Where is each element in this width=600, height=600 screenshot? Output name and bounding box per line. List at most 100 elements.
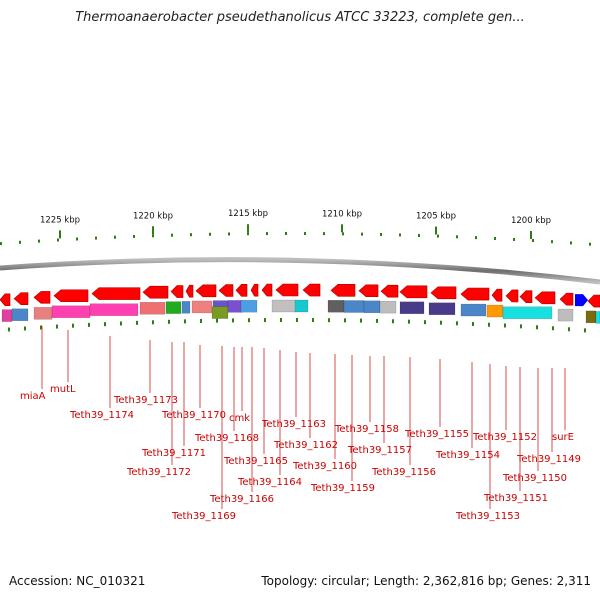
gene-label[interactable]: Teth39_1173 xyxy=(113,395,178,406)
gene-arrow[interactable] xyxy=(53,289,89,303)
protein-domain[interactable] xyxy=(227,300,243,313)
protein-domain[interactable] xyxy=(585,310,597,324)
gene-arrow[interactable] xyxy=(0,293,11,307)
track-mark xyxy=(264,318,266,323)
gene-arrow[interactable] xyxy=(559,292,574,306)
track-mark xyxy=(104,322,106,327)
gene-arrow[interactable] xyxy=(399,285,428,299)
protein-domain[interactable] xyxy=(139,302,166,315)
gene-label[interactable]: surE xyxy=(552,432,574,443)
gene-label[interactable]: Teth39_1154 xyxy=(435,450,500,461)
gene-label[interactable]: Teth39_1152 xyxy=(472,432,537,443)
gene-label[interactable]: Teth39_1155 xyxy=(404,429,469,440)
gene-label[interactable]: miaA xyxy=(20,391,46,402)
gene-label[interactable]: Teth39_1166 xyxy=(209,494,274,505)
protein-domain[interactable] xyxy=(595,311,600,324)
track-mark xyxy=(312,318,314,323)
gene-label[interactable]: Teth39_1174 xyxy=(69,410,134,421)
gene-label[interactable]: Teth39_1149 xyxy=(516,454,581,465)
protein-domain[interactable] xyxy=(327,300,345,313)
protein-domain[interactable] xyxy=(460,303,487,317)
gene-arrow[interactable] xyxy=(302,283,321,297)
scale-dot xyxy=(19,240,21,244)
gene-arrow[interactable] xyxy=(195,284,217,298)
track-mark xyxy=(360,318,362,323)
protein-domain[interactable] xyxy=(557,308,574,322)
protein-domain[interactable] xyxy=(191,300,213,314)
protein-domain[interactable] xyxy=(165,301,182,314)
gene-arrow[interactable] xyxy=(275,283,299,297)
scale-dot xyxy=(323,232,325,236)
gene-label[interactable]: Teth39_1156 xyxy=(371,467,436,478)
protein-domain[interactable] xyxy=(502,306,553,320)
scale-dot xyxy=(418,233,420,237)
protein-domain[interactable] xyxy=(271,299,297,313)
gene-label[interactable]: cmk xyxy=(229,413,250,424)
gene-label[interactable]: Teth39_1170 xyxy=(161,410,226,421)
protein-domain[interactable] xyxy=(399,301,425,315)
scale-dot xyxy=(532,239,534,243)
gene-arrow[interactable] xyxy=(380,284,399,298)
genome-map[interactable]: 1225 kbp 1220 kbp 1215 kbp 1210 kbp 1205 kbp… xyxy=(0,0,600,560)
gene-arrow[interactable] xyxy=(491,288,503,302)
scale-dot xyxy=(171,233,173,237)
gene-label[interactable]: Teth39_1168 xyxy=(194,433,259,444)
gene-label[interactable]: Teth39_1159 xyxy=(310,483,375,494)
protein-domain[interactable] xyxy=(294,299,309,313)
scale-dot xyxy=(76,237,78,241)
protein-domain[interactable] xyxy=(51,305,91,319)
gene-arrow[interactable] xyxy=(587,294,600,308)
gene-label[interactable]: Teth39_1157 xyxy=(347,445,412,456)
scale-dot xyxy=(494,236,496,240)
gene-label[interactable]: Teth39_1153 xyxy=(455,511,520,522)
protein-domain[interactable] xyxy=(211,306,229,319)
gene-label[interactable]: Teth39_1164 xyxy=(237,477,302,488)
protein-domain[interactable] xyxy=(33,307,53,320)
gene-arrow[interactable] xyxy=(170,285,184,298)
protein-domain[interactable] xyxy=(379,300,397,314)
gene-arrow[interactable] xyxy=(460,287,490,301)
protein-domain[interactable] xyxy=(89,303,139,316)
gene-label[interactable]: Teth39_1169 xyxy=(171,511,236,522)
track-mark xyxy=(328,318,330,323)
gene-arrow[interactable] xyxy=(13,292,29,305)
gene-label[interactable]: Teth39_1172 xyxy=(126,467,191,478)
track-mark xyxy=(248,318,250,323)
protein-domain[interactable] xyxy=(428,302,456,316)
track-mark xyxy=(376,318,378,323)
protein-domain[interactable] xyxy=(363,300,381,314)
gene-arrow[interactable] xyxy=(218,284,234,297)
gene-label[interactable]: Teth39_1160 xyxy=(292,461,357,472)
gene-label[interactable]: Teth39_1158 xyxy=(334,424,399,435)
gene-arrow[interactable] xyxy=(235,283,248,297)
gene-label[interactable]: mutL xyxy=(50,384,76,395)
gene-arrow[interactable] xyxy=(33,291,51,304)
gene-label[interactable]: Teth39_1165 xyxy=(223,456,288,467)
gene-arrow[interactable] xyxy=(142,285,169,299)
gene-arrow-forward[interactable] xyxy=(575,294,588,307)
gene-arrow[interactable] xyxy=(358,284,379,298)
gene-arrow[interactable] xyxy=(185,284,194,298)
protein-domain[interactable] xyxy=(1,309,13,322)
gene-label[interactable]: Teth39_1162 xyxy=(273,440,338,451)
scale-dot xyxy=(190,233,192,237)
protein-domain[interactable] xyxy=(240,299,258,313)
gene-arrow[interactable] xyxy=(261,283,273,297)
protein-domain[interactable] xyxy=(181,301,191,314)
gene-arrow[interactable] xyxy=(534,291,556,305)
gene-arrow[interactable] xyxy=(505,289,519,303)
gene-arrow[interactable] xyxy=(330,284,356,297)
protein-domain[interactable] xyxy=(11,308,29,321)
scale-tick-mark xyxy=(59,230,61,239)
gene-label[interactable]: Teth39_1163 xyxy=(261,419,326,430)
gene-label[interactable]: Teth39_1171 xyxy=(141,448,206,459)
protein-domain[interactable] xyxy=(486,304,504,318)
gene-label[interactable]: Teth39_1150 xyxy=(502,473,567,484)
gene-arrow[interactable] xyxy=(91,287,141,300)
gene-arrow[interactable] xyxy=(430,286,457,300)
gene-label[interactable]: Teth39_1151 xyxy=(483,493,548,504)
gene-arrow[interactable] xyxy=(250,283,259,297)
gene-arrow[interactable] xyxy=(519,290,533,303)
scale-dot xyxy=(456,235,458,239)
protein-domain[interactable] xyxy=(343,300,365,313)
